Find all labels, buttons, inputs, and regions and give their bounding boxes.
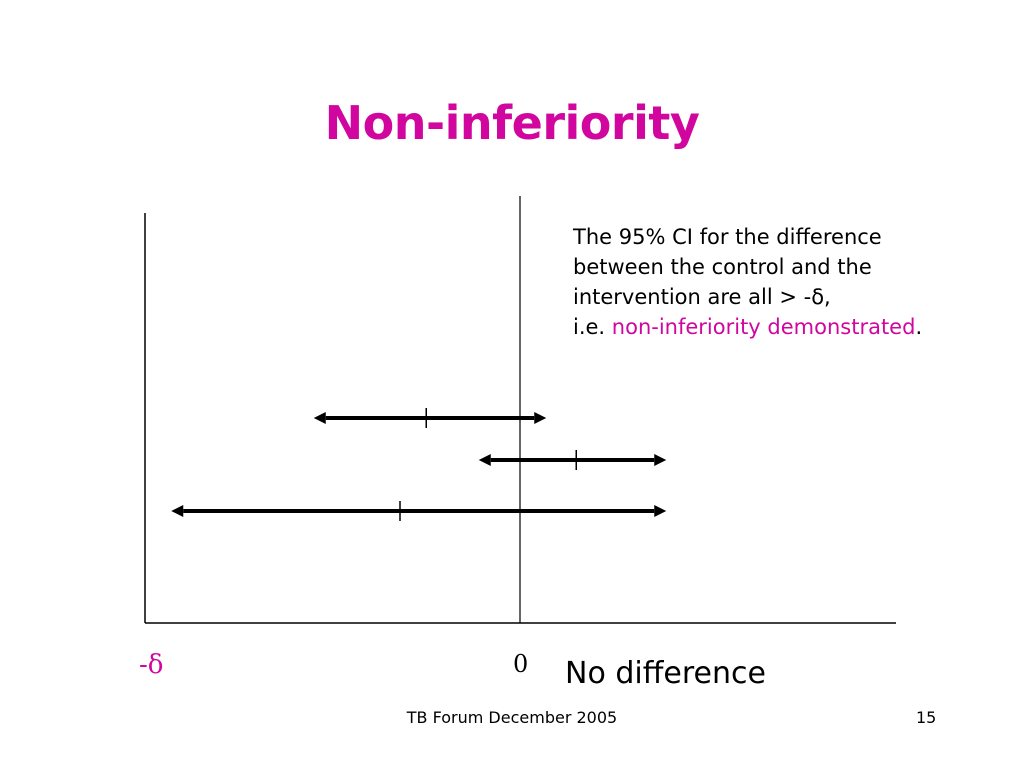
ci-lower-arrow <box>313 412 326 424</box>
note-line-2: between the control and the <box>573 255 872 279</box>
ci-upper-arrow <box>654 454 667 466</box>
note-prefix: i.e. <box>573 315 612 339</box>
no-difference-label: No difference <box>565 656 766 691</box>
minus-delta-label: -δ <box>139 650 164 680</box>
footer-text: TB Forum December 2005 <box>406 708 618 727</box>
explanation-note: The 95% CI for the difference between th… <box>573 222 922 342</box>
note-highlight: non-inferiority demonstrated <box>611 315 916 339</box>
note-suffix: . <box>915 315 923 339</box>
ci-upper-arrow <box>534 412 547 424</box>
note-line-4: i.e. non-inferiority demonstrated. <box>573 312 922 342</box>
page-number: 15 <box>916 708 937 727</box>
confidence-intervals <box>171 408 667 521</box>
ci-lower-arrow <box>171 505 184 517</box>
ci-lower-arrow <box>478 454 491 466</box>
note-line-1: The 95% CI for the difference <box>573 225 882 249</box>
zero-label: 0 <box>513 650 529 678</box>
note-line-3: intervention are all > -δ, <box>573 285 831 309</box>
slide-title: Non-inferiority <box>324 96 700 150</box>
ci-upper-arrow <box>654 505 667 517</box>
